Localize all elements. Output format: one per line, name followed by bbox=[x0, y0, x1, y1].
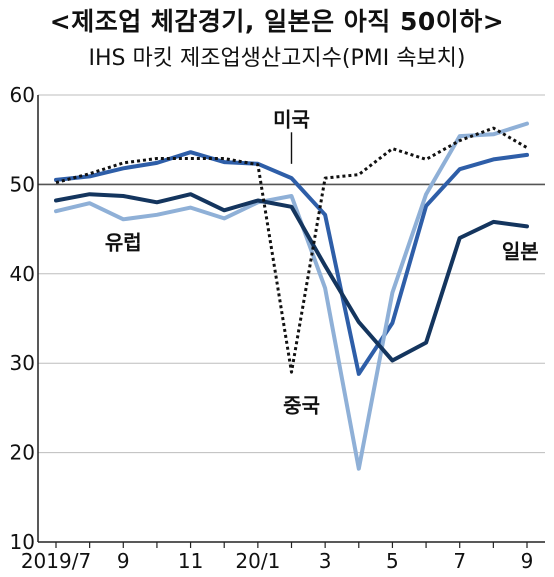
x-tick-label: 9 bbox=[117, 549, 130, 573]
series-label: 미국 bbox=[273, 107, 310, 131]
x-tick-label: 9 bbox=[521, 549, 534, 573]
x-tick-label: 5 bbox=[386, 549, 399, 573]
y-tick-label: 30 bbox=[10, 351, 35, 375]
x-tick-label: 7 bbox=[453, 549, 466, 573]
series-lines bbox=[54, 121, 529, 471]
gridlines bbox=[38, 94, 545, 454]
series-label: 중국 bbox=[283, 393, 320, 417]
series-line bbox=[55, 126, 528, 374]
x-tick-label: 3 bbox=[319, 549, 332, 573]
series-line bbox=[54, 192, 529, 363]
chart-subtitle: IHS 마킷 제조업생산고지수(PMI 속보치) bbox=[88, 46, 466, 71]
y-tick-label: 50 bbox=[10, 172, 35, 196]
x-tick-label: 2019/7 bbox=[21, 549, 91, 573]
y-tick-label: 60 bbox=[10, 83, 35, 107]
y-tick-label: 10 bbox=[10, 530, 35, 554]
series-label: 일본 bbox=[502, 240, 539, 264]
y-tick-label: 40 bbox=[10, 262, 35, 286]
y-tick-label: 20 bbox=[10, 441, 35, 465]
axes: 10 20 30 40 50 60 2019/7 9 11 20/1 3 5 7 9 bbox=[10, 83, 545, 573]
series-line bbox=[54, 121, 529, 471]
x-tick-label: 11 bbox=[178, 549, 203, 573]
series-line bbox=[54, 150, 529, 376]
x-tick-label: 20/1 bbox=[235, 549, 280, 573]
chart-title: <제조업 체감경기, 일본은 아직 50이하> bbox=[49, 7, 505, 36]
series-label: 유럽 bbox=[105, 231, 142, 255]
